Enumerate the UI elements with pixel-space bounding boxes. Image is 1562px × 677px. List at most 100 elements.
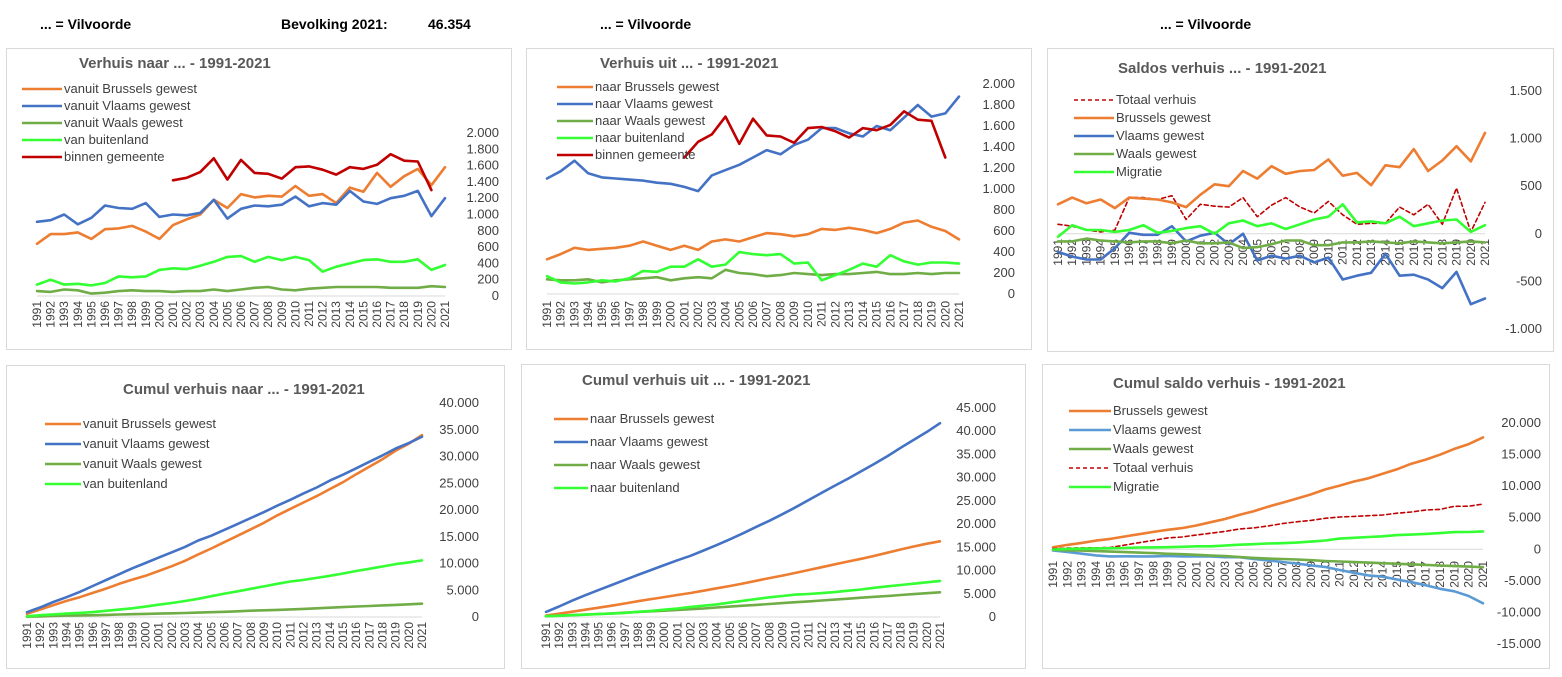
x-tick-label: 2020 xyxy=(920,622,934,649)
series-line xyxy=(1051,436,1485,549)
x-tick-label: 2000 xyxy=(657,622,671,649)
x-tick-label: 2001 xyxy=(677,301,691,328)
series-line xyxy=(1056,203,1487,238)
x-tick-label: 2013 xyxy=(310,622,324,649)
x-tick-label: 2019 xyxy=(411,301,425,328)
series-line xyxy=(35,165,447,246)
x-tick-label: 2015 xyxy=(854,622,868,649)
x-tick-label: 1998 xyxy=(125,301,139,328)
x-tick-label: 1998 xyxy=(636,301,650,328)
x-tick-label: 2010 xyxy=(1321,239,1335,266)
y-tick-label: 0 xyxy=(1008,286,1015,301)
x-tick-label: 2017 xyxy=(362,622,376,649)
legend-label: Migratie xyxy=(1113,479,1159,494)
y-tick-label: 1.000 xyxy=(466,207,499,222)
x-tick-label: 1993 xyxy=(1079,239,1093,266)
x-tick-label: 1996 xyxy=(605,622,619,649)
x-tick-label: 1999 xyxy=(644,622,658,649)
x-tick-label: 2019 xyxy=(1450,239,1464,266)
x-tick-label: 1993 xyxy=(1075,561,1089,588)
x-tick-label: 1992 xyxy=(1060,561,1074,588)
legend-label: vanuit Brussels gewest xyxy=(64,81,197,96)
x-tick-label: 2009 xyxy=(787,301,801,328)
x-tick-label: 1994 xyxy=(1089,561,1103,588)
x-tick-label: 2003 xyxy=(178,622,192,649)
x-tick-label: 2002 xyxy=(1204,561,1218,588)
x-tick-label: 2011 xyxy=(815,301,829,327)
series-line xyxy=(683,110,947,159)
x-tick-label: 2003 xyxy=(1218,561,1232,588)
series-line xyxy=(1056,224,1487,306)
x-tick-label: 1997 xyxy=(1132,561,1146,588)
y-tick-label: 1.200 xyxy=(466,190,499,205)
x-tick-label: 1995 xyxy=(73,622,87,649)
y-tick-label: 20.000 xyxy=(439,502,479,517)
series-line xyxy=(35,284,447,295)
series-line xyxy=(545,95,961,193)
legend-label: vanuit Vlaams gewest xyxy=(83,436,210,451)
x-tick-label: 1997 xyxy=(618,622,632,649)
chart-saldos: Saldos verhuis ... - 1991-2021 -1.000 -500… xyxy=(1051,60,1542,336)
y-tick-label: 0 xyxy=(1534,541,1541,556)
x-tick-label: 2005 xyxy=(732,301,746,328)
x-tick-label: 2001 xyxy=(1193,239,1207,266)
x-tick-label: 2012 xyxy=(297,622,311,649)
x-tick-label: 1994 xyxy=(1094,239,1108,266)
x-tick-label: 1995 xyxy=(592,622,606,649)
x-tick-label: 1992 xyxy=(554,301,568,328)
x-tick-label: 2003 xyxy=(1222,239,1236,266)
x-tick-label: 2005 xyxy=(220,301,234,328)
x-tick-label: 1993 xyxy=(46,622,60,649)
legend-label: naar Waals gewest xyxy=(595,113,705,128)
y-tick-label: 45.000 xyxy=(956,400,996,415)
y-tick-label: 1.800 xyxy=(982,97,1015,112)
chart-title: Cumul verhuis naar ... - 1991-2021 xyxy=(123,381,365,398)
x-tick-label: 1992 xyxy=(552,622,566,649)
x-tick-label: 2018 xyxy=(376,622,390,649)
series-line xyxy=(1056,131,1487,210)
x-tick-label: 1994 xyxy=(60,622,74,649)
header-vilvoorde-3: ... = Vilvoorde xyxy=(1160,16,1252,32)
x-tick-label: 1996 xyxy=(1118,561,1132,588)
y-tick-label: 200 xyxy=(993,265,1015,280)
x-tick-label: 2002 xyxy=(691,301,705,328)
legend-label: Totaal verhuis xyxy=(1116,92,1197,107)
x-tick-label: 2012 xyxy=(1347,561,1361,588)
x-tick-label: 1995 xyxy=(84,301,98,328)
x-tick-label: 2008 xyxy=(762,622,776,649)
x-tick-label: 1997 xyxy=(622,301,636,328)
x-tick-label: 1993 xyxy=(57,301,71,328)
y-tick-label: 1.800 xyxy=(466,141,499,156)
x-tick-label: 1996 xyxy=(98,301,112,328)
x-tick-label: 2015 xyxy=(336,622,350,649)
chart-panel-verhuis-naar: Verhuis naar ... - 1991-2021 0 200 400 600 80… xyxy=(6,48,512,350)
x-tick-label: 2020 xyxy=(938,301,952,328)
x-tick-label: 2017 xyxy=(897,301,911,328)
series-line xyxy=(35,189,447,226)
x-tick-label: 2008 xyxy=(244,622,258,649)
x-tick-label: 1998 xyxy=(631,622,645,649)
header-vilvoorde-1: ... = Vilvoorde xyxy=(40,16,132,32)
x-tick-label: 2005 xyxy=(723,622,737,649)
x-tick-label: 2007 xyxy=(749,622,763,649)
x-tick-label: 2010 xyxy=(801,301,815,328)
y-tick-label: 15.000 xyxy=(1501,447,1541,462)
y-tick-label: 15.000 xyxy=(956,539,996,554)
x-tick-label: 2019 xyxy=(925,301,939,328)
population-value: 46.354 xyxy=(428,16,471,32)
legend-label: Brussels gewest xyxy=(1116,110,1211,125)
y-tick-label: 10.000 xyxy=(1501,478,1541,493)
x-tick-label: 2011 xyxy=(1333,561,1347,587)
y-tick-label: 800 xyxy=(993,202,1015,217)
series-line xyxy=(35,254,447,287)
y-tick-label: 1.400 xyxy=(982,139,1015,154)
x-tick-label: 2004 xyxy=(1232,561,1246,588)
x-tick-label: 2004 xyxy=(710,622,724,649)
x-tick-label: 2000 xyxy=(139,622,153,649)
x-tick-label: 1994 xyxy=(578,622,592,649)
y-tick-label: 35.000 xyxy=(956,446,996,461)
legend-label: naar buitenland xyxy=(595,130,685,145)
x-tick-label: 2020 xyxy=(424,301,438,328)
x-tick-label: 2021 xyxy=(1476,561,1490,588)
